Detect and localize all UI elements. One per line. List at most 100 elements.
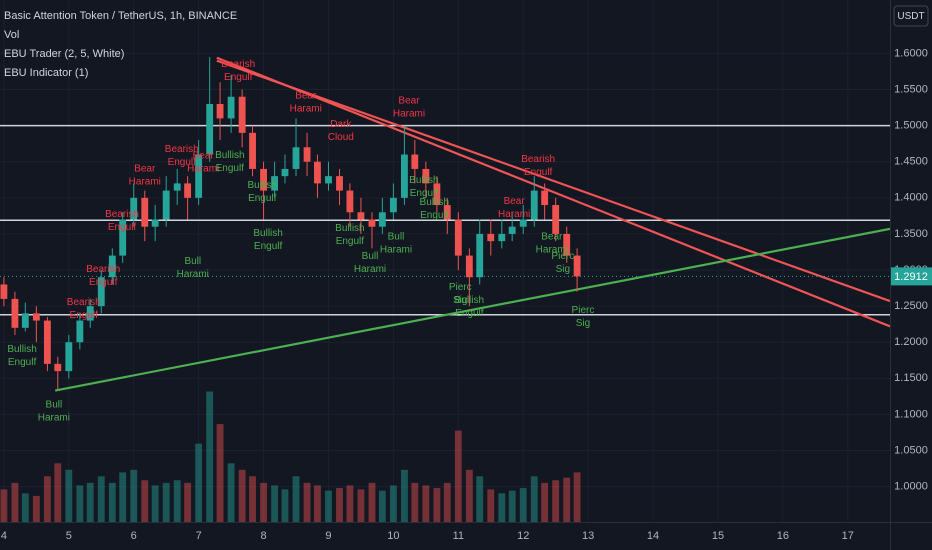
candle-layer (0, 57, 581, 390)
candle-body (487, 233, 495, 242)
pattern-label: Harami (177, 269, 209, 280)
pattern-label: Bearish (521, 154, 555, 165)
candle-body (443, 205, 451, 220)
pattern-label: Bull (362, 251, 379, 262)
volume-bar (108, 482, 116, 522)
currency-box[interactable] (893, 5, 929, 27)
candle-body (206, 103, 214, 155)
indicator-label: Vol (4, 29, 19, 41)
pattern-label: Bear (134, 164, 156, 175)
volume-bar (21, 493, 29, 522)
pattern-label: Pierc (449, 282, 472, 293)
candle-body (11, 298, 19, 328)
pattern-label: Bearish (221, 59, 255, 70)
pattern-label: Engulf (70, 310, 99, 321)
pattern-label: Sig (453, 295, 467, 306)
volume-bar (541, 482, 549, 522)
volume-bar (487, 489, 495, 522)
x-tick-label: 15 (712, 530, 724, 542)
pattern-label: Bullish (248, 180, 277, 191)
volume-bar (249, 476, 256, 522)
candle-body (368, 219, 376, 227)
volume-bar (292, 476, 300, 522)
y-tick-label: 1.4000 (894, 192, 928, 204)
volume-bar (195, 443, 203, 522)
candle-body (401, 154, 408, 198)
candle-body (573, 255, 581, 277)
x-tick-label: 16 (777, 530, 789, 542)
candle-body (389, 197, 397, 213)
x-tick-label: 12 (517, 530, 529, 542)
drawings (0, 56, 891, 392)
y-tick-label: 1.2500 (894, 300, 928, 312)
volume-bar (54, 463, 62, 522)
pattern-label: Bear (193, 151, 215, 162)
pattern-label: Dark (330, 119, 352, 130)
volume-bar (443, 482, 451, 522)
volume-bar (573, 472, 581, 522)
candle-body (314, 161, 321, 184)
volume-bar (368, 482, 376, 522)
pattern-label: Bearish (67, 297, 101, 308)
candle-body (227, 96, 235, 119)
volume-bar (336, 488, 343, 522)
candle-body (281, 168, 289, 177)
volume-bar (76, 485, 84, 522)
pattern-label: Engulf (420, 210, 449, 221)
volume-bar (563, 477, 571, 522)
volume-bar (303, 482, 311, 522)
volume-bar (378, 490, 386, 522)
candle-body (292, 147, 300, 169)
candle-body (271, 176, 279, 191)
last-price-label: 1.2912 (894, 271, 928, 283)
candle-body (141, 197, 149, 227)
x-tick-label: 9 (325, 530, 331, 542)
volume-bar (238, 469, 246, 522)
trendline (216, 59, 891, 303)
pattern-label: Harami (187, 164, 219, 175)
pattern-label: Bear (295, 91, 317, 102)
pattern-label: Harami (536, 244, 568, 255)
y-tick-label: 1.5000 (894, 120, 928, 132)
pattern-label: Engulf (254, 241, 283, 252)
volume-bar (401, 469, 408, 522)
volume-bar (0, 489, 8, 522)
candle-body (97, 277, 105, 307)
pattern-label: Harami (290, 104, 322, 115)
volume-bar (552, 480, 560, 522)
candle-body (162, 190, 170, 220)
candle-body (541, 190, 549, 206)
pattern-label: Engulf (168, 157, 197, 168)
candle-body (54, 363, 62, 372)
pattern-label: Bear (504, 196, 526, 207)
candle-body (454, 219, 462, 256)
trendline (216, 56, 891, 328)
volume-bar (314, 485, 321, 522)
candle-body (498, 233, 506, 242)
pattern-label: Bull (184, 256, 201, 267)
pattern-label: Bullish (215, 150, 244, 161)
candle-body (325, 176, 332, 184)
candle-body (378, 212, 386, 227)
trendline (54, 227, 891, 392)
x-tick-label: 11 (453, 530, 464, 542)
x-tick-label: 6 (131, 530, 137, 542)
y-tick-label: 1.4500 (894, 156, 928, 168)
x-tick-label: 14 (647, 530, 659, 542)
pattern-label: Engulf (216, 163, 245, 174)
currency-label[interactable]: USDT (897, 11, 924, 22)
candle-body (0, 284, 8, 299)
pattern-label: Bullish (335, 223, 364, 234)
pattern-label: Engulf (108, 222, 137, 233)
pattern-label: Engulf (248, 193, 277, 204)
volume-bar (346, 485, 354, 522)
pattern-label: Bull (46, 400, 63, 411)
volume-bar (184, 482, 192, 522)
pattern-label: Engulf (410, 188, 439, 199)
volume-bar (97, 476, 105, 522)
candle-body (519, 219, 527, 227)
pattern-label: Engulf (336, 236, 365, 247)
indicator-label: EBU Trader (2, 5, White) (4, 48, 124, 60)
volume-bar (422, 485, 430, 522)
